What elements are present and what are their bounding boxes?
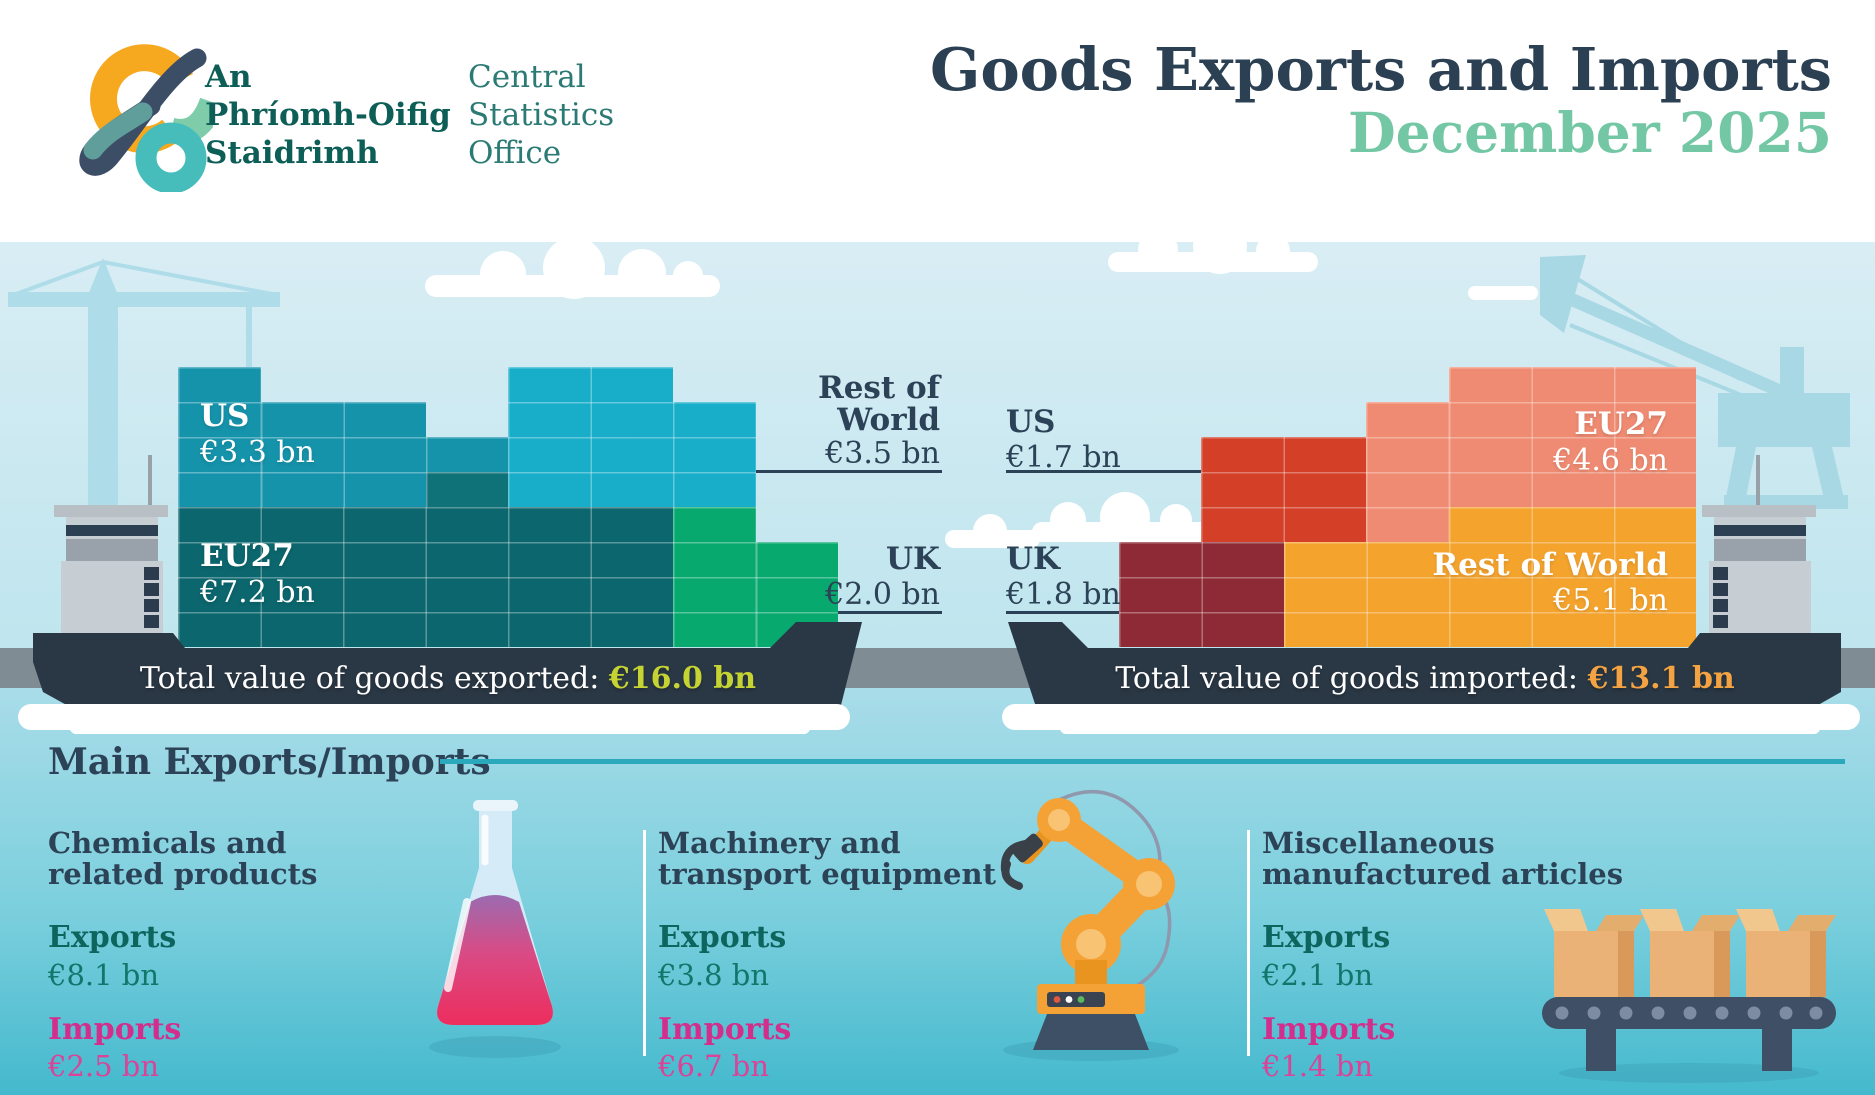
- heading-rule: [440, 759, 1845, 764]
- imports-us-value: €1.7 bn: [1006, 440, 1121, 475]
- exports-block-us: [425, 437, 508, 472]
- page-title: Goods Exports and Imports December 2025: [800, 38, 1832, 164]
- imports-value: €6.7 bn: [658, 1049, 770, 1083]
- exports-rest-of-world-value: €3.5 bn: [825, 436, 940, 471]
- cloud-icon: [1032, 492, 1212, 542]
- exports-block-uk: [673, 507, 756, 647]
- exports-total-label: Total value of goods exported:: [139, 661, 609, 696]
- exports-block-rest-of-world: [673, 402, 756, 507]
- cardboard-boxes: [1544, 909, 1836, 997]
- logo-english-line: Statistics: [468, 97, 615, 133]
- cso-logo: [79, 44, 213, 192]
- exports-uk-leader-line: [838, 611, 942, 614]
- cso-name-irish: An Phríomh-Oifig Staidrimh: [205, 58, 451, 172]
- cloud-icon: [945, 514, 1040, 548]
- imports-label: Imports: [1262, 1012, 1396, 1047]
- waterline-wave: [1060, 722, 1820, 734]
- exports-block-us: [260, 402, 426, 507]
- exports-label: Exports: [1262, 920, 1391, 955]
- exports-value: €8.1 bn: [48, 958, 160, 992]
- imports-block-rest-of-world: [1448, 507, 1696, 647]
- import-ship-hull: [1008, 622, 1841, 713]
- waterline-wave: [70, 722, 810, 734]
- imports-rest-of-world-value: €5.1 bn: [1553, 583, 1668, 618]
- exports-rest-of-world-label2: World: [837, 402, 940, 438]
- exports-rest-of-world-label: Rest of: [817, 370, 940, 406]
- logo-english-line: Office: [468, 135, 562, 171]
- category-title: transport equipment: [658, 857, 996, 891]
- imports-us-label: US: [1006, 404, 1056, 440]
- title-period: December 2025: [1347, 100, 1832, 165]
- exports-block-us: [178, 367, 261, 507]
- exports-eu27-value: €7.2 bn: [200, 575, 315, 610]
- flask-icon: [429, 800, 561, 1058]
- section-divider: [643, 830, 646, 1056]
- imports-value: €1.4 bn: [1262, 1049, 1374, 1083]
- logo-irish-line: Staidrimh: [205, 135, 379, 171]
- exports-rest-of-world-leader-line: [756, 470, 942, 473]
- exports-value: €3.8 bn: [658, 958, 770, 992]
- category-title: related products: [48, 857, 318, 891]
- header: An Phríomh-Oifig Staidrimh Central Stati…: [0, 0, 1875, 242]
- exports-label: Exports: [48, 920, 177, 955]
- section-divider: [1247, 830, 1250, 1056]
- exports-total-value: €16.0 bn: [608, 661, 757, 696]
- imports-label: Imports: [658, 1012, 792, 1047]
- imports-rest-of-world-label: Rest of World: [1432, 547, 1668, 583]
- harbor-crane-icon: [1540, 255, 1850, 509]
- imports-uk-leader-line: [1006, 611, 1119, 614]
- title-main: Goods Exports and Imports: [929, 35, 1832, 104]
- imports-total-banner: Total value of goods imported: €13.1 bn: [1008, 661, 1842, 696]
- exports-total-banner: Total value of goods exported: €16.0 bn: [33, 661, 863, 696]
- cloud-icon: [425, 237, 720, 299]
- main-section-heading: Main Exports/Imports: [48, 741, 491, 783]
- cloud-icon: [1468, 286, 1538, 300]
- logo-irish-line: An: [205, 59, 252, 95]
- robot-arm-icon: [1000, 789, 1179, 1061]
- imports-block-rest-of-world: [1283, 542, 1449, 647]
- imports-total-value: €13.1 bn: [1587, 661, 1735, 696]
- imports-us-leader-line: [1006, 470, 1201, 473]
- imports-value: €2.5 bn: [48, 1049, 160, 1083]
- category-title: Chemicals and: [48, 826, 287, 860]
- imports-total-label: Total value of goods imported:: [1115, 661, 1588, 696]
- imports-uk-label: UK: [1006, 541, 1060, 577]
- category-title: Miscellaneous: [1262, 826, 1495, 860]
- imports-block-eu27: [1448, 367, 1696, 507]
- imports-uk-value: €1.8 bn: [1006, 577, 1121, 612]
- exports-uk-label: UK: [886, 541, 940, 577]
- category-title: manufactured articles: [1262, 857, 1624, 891]
- logo-english-line: Central: [468, 59, 586, 95]
- exports-value: €2.1 bn: [1262, 958, 1374, 992]
- exports-label: Exports: [658, 920, 787, 955]
- logo-irish-line: Phríomh-Oifig: [205, 97, 451, 133]
- imports-block-eu27: [1366, 402, 1449, 542]
- exports-us-value: €3.3 bn: [200, 435, 315, 470]
- cso-name-english: Central Statistics Office: [468, 58, 614, 172]
- exports-eu27-label: EU27: [200, 538, 294, 574]
- category-title: Machinery and: [658, 826, 901, 860]
- imports-eu27-label: EU27: [1574, 406, 1668, 442]
- conveyor-belt-icon: [1542, 909, 1836, 1083]
- ship-bridge-tower: [48, 455, 174, 633]
- exports-block-eu27: [178, 507, 673, 647]
- exports-us-label: US: [200, 398, 250, 434]
- exports-uk-value: €2.0 bn: [825, 577, 940, 612]
- export-ship-hull: [33, 622, 862, 713]
- exports-block-eu27: [425, 472, 508, 507]
- category-miscellaneous: Miscellaneous manufactured articles Expo…: [1262, 826, 1642, 1084]
- imports-eu27-value: €4.6 bn: [1553, 443, 1668, 478]
- imports-label: Imports: [48, 1012, 182, 1047]
- imports-block-uk: [1118, 542, 1284, 647]
- category-chemicals: Chemicals and related products Exports €…: [48, 826, 408, 1084]
- ship-bridge-tower: [1696, 455, 1822, 633]
- imports-block-us: [1201, 437, 1366, 542]
- category-machinery: Machinery and transport equipment Export…: [658, 826, 1038, 1084]
- exports-block-rest-of-world: [508, 367, 673, 507]
